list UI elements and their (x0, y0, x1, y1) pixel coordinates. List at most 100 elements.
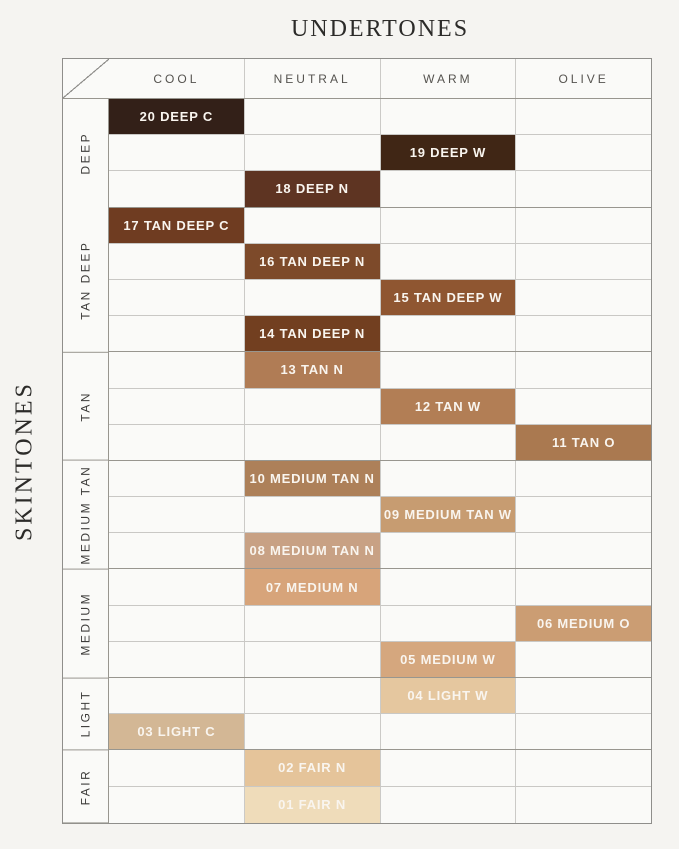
shade-row: 03 LIGHT C (109, 714, 651, 751)
skintone-label-column: DEEP TAN DEEP TAN MEDIUM TAN MEDIUM LIGH… (63, 99, 109, 823)
shade-cell-13-tan-n[interactable]: 13 TAN N (243, 352, 380, 388)
empty-cell (243, 605, 380, 641)
shade-label: 14 TAN DEEP N (259, 326, 366, 342)
empty-cell (515, 171, 651, 207)
empty-cell (515, 207, 651, 243)
shade-label: 15 TAN DEEP W (393, 290, 503, 306)
shade-row: 12 TAN W (109, 388, 651, 425)
empty-cell (379, 533, 516, 569)
table-body: DEEP TAN DEEP TAN MEDIUM TAN MEDIUM LIGH… (63, 99, 651, 823)
empty-cell (379, 171, 516, 207)
column-header-olive: OLIVE (515, 59, 651, 98)
shade-cell-01-fair-n[interactable]: 01 FAIR N (243, 786, 380, 823)
empty-cell (109, 787, 244, 823)
shade-label: 12 TAN W (414, 398, 481, 414)
shade-label: 10 MEDIUM TAN N (249, 470, 375, 486)
empty-cell (379, 352, 516, 388)
empty-cell (515, 786, 651, 823)
shade-cell-09-medium-tan-w[interactable]: 09 MEDIUM TAN W (379, 497, 516, 533)
shade-cell-14-tan-deep-n[interactable]: 14 TAN DEEP N (243, 316, 380, 352)
empty-cell (109, 533, 244, 568)
column-header-cool: COOL (153, 71, 200, 86)
shade-label: 03 LIGHT C (137, 724, 216, 740)
shade-row: 14 TAN DEEP N (109, 316, 651, 353)
empty-cell (109, 750, 244, 785)
empty-cell (243, 135, 380, 171)
empty-cell (515, 569, 651, 605)
shade-table: COOL NEUTRAL WARM OLIVE DEEP TAN DEEP TA… (62, 58, 652, 824)
shade-row: 17 TAN DEEP C (109, 207, 651, 244)
shade-row: 06 MEDIUM O (109, 605, 651, 642)
shade-label: 19 DEEP W (409, 145, 487, 161)
shade-row: 11 TAN O (109, 424, 651, 461)
shade-cell-16-tan-deep-n[interactable]: 16 TAN DEEP N (243, 243, 380, 279)
shade-label: 16 TAN DEEP N (259, 253, 366, 269)
empty-cell (379, 605, 516, 641)
empty-cell (515, 243, 651, 279)
empty-cell (109, 389, 244, 424)
shade-label: 05 MEDIUM W (400, 651, 496, 667)
group-label-medium: MEDIUM (63, 569, 108, 679)
shade-row: 02 FAIR N (109, 750, 651, 787)
shade-label: 20 DEEP C (139, 109, 214, 125)
shade-cell-04-light-w[interactable]: 04 LIGHT W (379, 678, 516, 714)
empty-cell (515, 99, 651, 135)
empty-cell (109, 497, 244, 532)
shade-label: 02 FAIR N (278, 760, 347, 776)
empty-cell (243, 641, 380, 677)
group-label-deep: DEEP (78, 131, 93, 175)
shade-cell-03-light-c[interactable]: 03 LIGHT C (109, 714, 244, 750)
shade-cell-12-tan-w[interactable]: 12 TAN W (379, 388, 516, 424)
empty-cell (515, 750, 651, 786)
shade-cell-11-tan-o[interactable]: 11 TAN O (515, 424, 651, 460)
shade-cell-15-tan-deep-w[interactable]: 15 TAN DEEP W (379, 279, 516, 316)
empty-cell (379, 750, 516, 786)
shade-row: 09 MEDIUM TAN W (109, 497, 651, 534)
empty-cell (243, 388, 380, 424)
shade-grid: 20 DEEP C 19 DEEP W 18 DEEP N (109, 99, 651, 823)
shade-cell-20-deep-c[interactable]: 20 DEEP C (109, 99, 244, 135)
shade-label: 06 MEDIUM O (536, 615, 631, 631)
empty-cell (243, 424, 380, 460)
empty-cell (515, 279, 651, 316)
shade-cell-10-medium-tan-n[interactable]: 10 MEDIUM TAN N (243, 460, 380, 497)
shade-cell-07-medium-n[interactable]: 07 MEDIUM N (243, 569, 380, 605)
empty-cell (379, 786, 516, 823)
empty-cell (109, 316, 244, 351)
empty-cell (109, 461, 244, 496)
empty-cell (515, 678, 651, 714)
shade-cell-02-fair-n[interactable]: 02 FAIR N (243, 750, 380, 786)
empty-cell (515, 388, 651, 424)
empty-cell (109, 352, 244, 387)
empty-cell (109, 171, 244, 206)
shade-label: 13 TAN N (280, 362, 344, 378)
empty-cell (109, 280, 244, 315)
shade-row: 15 TAN DEEP W (109, 279, 651, 317)
column-header-neutral: NEUTRAL (243, 59, 380, 98)
empty-cell (515, 135, 651, 171)
empty-cell (109, 135, 244, 170)
shade-label: 08 MEDIUM TAN N (249, 543, 375, 559)
shade-label: 01 FAIR N (278, 797, 347, 813)
shade-cell-18-deep-n[interactable]: 18 DEEP N (243, 171, 380, 207)
empty-cell (109, 678, 244, 713)
shade-row: 18 DEEP N (109, 171, 651, 208)
column-header-row: COOL NEUTRAL WARM OLIVE (63, 59, 651, 99)
shade-cell-19-deep-w[interactable]: 19 DEEP W (379, 135, 516, 171)
empty-cell (515, 497, 651, 533)
shade-cell-05-medium-w[interactable]: 05 MEDIUM W (379, 641, 516, 677)
empty-cell (515, 714, 651, 750)
shade-row: 01 FAIR N (109, 786, 651, 823)
shade-label: 07 MEDIUM N (265, 579, 359, 595)
group-label-light: LIGHT (63, 678, 108, 751)
shade-row: 07 MEDIUM N (109, 569, 651, 606)
shade-row: 05 MEDIUM W (109, 641, 651, 678)
empty-cell (515, 460, 651, 497)
empty-cell (109, 642, 244, 677)
empty-cell (379, 460, 516, 497)
shade-cell-08-medium-tan-n[interactable]: 08 MEDIUM TAN N (243, 533, 380, 569)
empty-cell (379, 243, 516, 279)
empty-cell (243, 99, 380, 135)
shade-cell-06-medium-o[interactable]: 06 MEDIUM O (515, 605, 651, 641)
shade-cell-17-tan-deep-c[interactable]: 17 TAN DEEP C (109, 207, 244, 243)
